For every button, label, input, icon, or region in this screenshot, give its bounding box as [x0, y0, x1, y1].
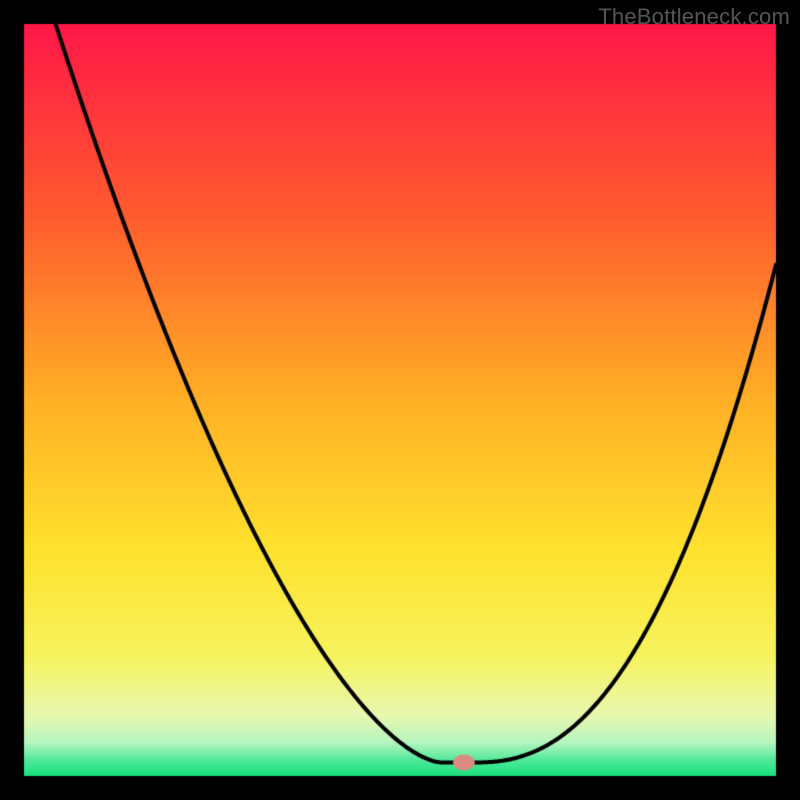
- chart-container: TheBottleneck.com: [0, 0, 800, 800]
- bottleneck-gradient-chart: [0, 0, 800, 800]
- watermark-label: TheBottleneck.com: [598, 4, 790, 30]
